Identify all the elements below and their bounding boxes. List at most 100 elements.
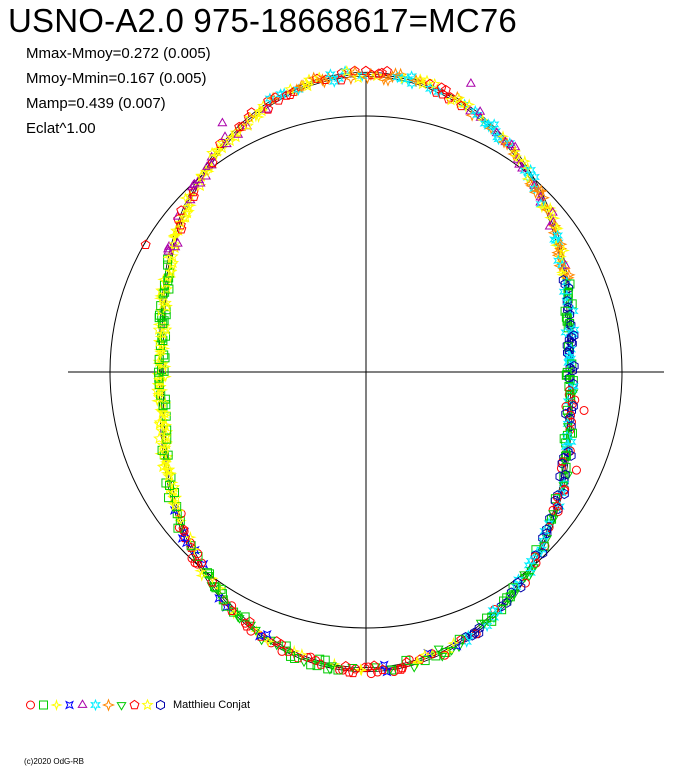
data-point-275: [440, 650, 450, 660]
data-point-389: [188, 542, 201, 556]
data-point-116: [564, 335, 574, 346]
data-point-49: [535, 196, 546, 206]
legend-marker-shape-5: [90, 698, 101, 712]
data-point-304: [363, 662, 373, 672]
data-point-617: [281, 90, 292, 100]
legend-marker-shape-8: [129, 699, 140, 710]
outlier-point-0: [140, 239, 151, 249]
legend-marker-pentagon: [129, 699, 140, 710]
data-point-575: [202, 165, 215, 178]
data-point-442: [153, 432, 166, 444]
data-point-120: [563, 342, 573, 352]
data-point-99: [563, 302, 573, 313]
data-point-534: [162, 251, 175, 264]
data-point-369: [216, 584, 226, 594]
data-point-288: [404, 655, 414, 665]
legend-marker-star4: [65, 700, 74, 710]
legend-marker-shape-10: [156, 699, 165, 711]
legend-marker-circle: [26, 700, 35, 710]
legend-marker-shape-7: [116, 702, 127, 711]
data-point-327: [303, 652, 313, 662]
data-point-260: [474, 628, 484, 639]
data-point-446: [155, 424, 168, 437]
data-point-657: [385, 69, 400, 84]
data-point-335: [281, 646, 292, 656]
data-point-353: [241, 621, 252, 631]
outlier-point-3: [579, 405, 589, 415]
legend-marker-shape-9: [141, 698, 154, 711]
data-point-301: [370, 663, 381, 673]
data-point-678: [440, 84, 451, 95]
data-point-653: [377, 67, 387, 78]
data-point-636: [328, 75, 340, 88]
data-point-397: [180, 527, 190, 537]
legend-marker-diamond-star: [102, 698, 115, 712]
data-point-673: [428, 77, 441, 90]
data-point-315: [333, 665, 343, 675]
data-point-323: [312, 661, 322, 671]
data-point-299: [377, 664, 388, 674]
data-point-381: [199, 559, 209, 569]
data-point-620: [289, 86, 300, 96]
data-point-535: [166, 250, 179, 262]
data-point-538: [163, 240, 174, 250]
data-point-30: [512, 153, 525, 167]
data-point-384: [190, 558, 200, 568]
data-point-18: [493, 132, 505, 146]
data-point-266: [461, 635, 472, 648]
data-point-536: [163, 245, 174, 255]
data-point-639: [336, 67, 347, 78]
data-point-655: [382, 65, 392, 76]
data-point-175: [566, 450, 576, 461]
data-point-231: [524, 572, 535, 582]
data-point-222: [531, 547, 543, 560]
data-point-176: [561, 450, 571, 460]
data-point-652: [374, 68, 384, 78]
data-point-220: [538, 548, 548, 559]
data-point-195: [553, 490, 563, 501]
data-point-336: [281, 641, 291, 651]
data-point-246: [499, 596, 509, 606]
data-point-282: [418, 648, 432, 661]
data-point-638: [336, 74, 347, 85]
data-point-290: [401, 655, 411, 665]
data-point-663: [402, 73, 414, 86]
legend-marker-star5: [141, 698, 154, 711]
data-point-364: [221, 601, 231, 611]
data-point-567: [189, 178, 200, 188]
data-point-177: [561, 451, 571, 461]
legend-marker-shape-2: [50, 698, 63, 712]
data-point-550: [174, 216, 187, 228]
data-point-109: [566, 319, 576, 331]
data-point-313: [338, 665, 348, 675]
data-point-394: [184, 530, 197, 544]
data-point-677: [437, 89, 448, 99]
data-point-399: [178, 524, 189, 534]
data-point-529: [165, 264, 178, 277]
data-point-359: [227, 607, 240, 620]
data-point-374: [207, 577, 218, 587]
data-point-216: [538, 534, 550, 548]
data-point-596: [234, 121, 245, 132]
data-point-219: [536, 543, 548, 556]
data-point-629: [312, 73, 322, 83]
data-point-460: [159, 396, 172, 409]
legend-marker-shape-4: [77, 699, 88, 708]
data-point-90: [564, 283, 574, 294]
data-point-125: [563, 350, 575, 364]
data-point-388: [190, 545, 200, 555]
data-point-507: [161, 310, 171, 320]
data-point-297: [382, 667, 392, 677]
stat-eclat: Eclat^1.00: [26, 120, 96, 137]
data-point-239: [508, 583, 518, 593]
data-point-221: [531, 545, 541, 555]
data-point-115: [566, 332, 576, 343]
stat-mamp: Mamp=0.439 (0.007): [26, 95, 166, 112]
data-point-684: [454, 96, 467, 109]
outlier-point-4: [571, 465, 581, 475]
data-point-287: [409, 663, 420, 673]
legend-markers: [24, 698, 167, 712]
data-point-588: [221, 138, 232, 148]
data-point-370: [213, 582, 227, 595]
